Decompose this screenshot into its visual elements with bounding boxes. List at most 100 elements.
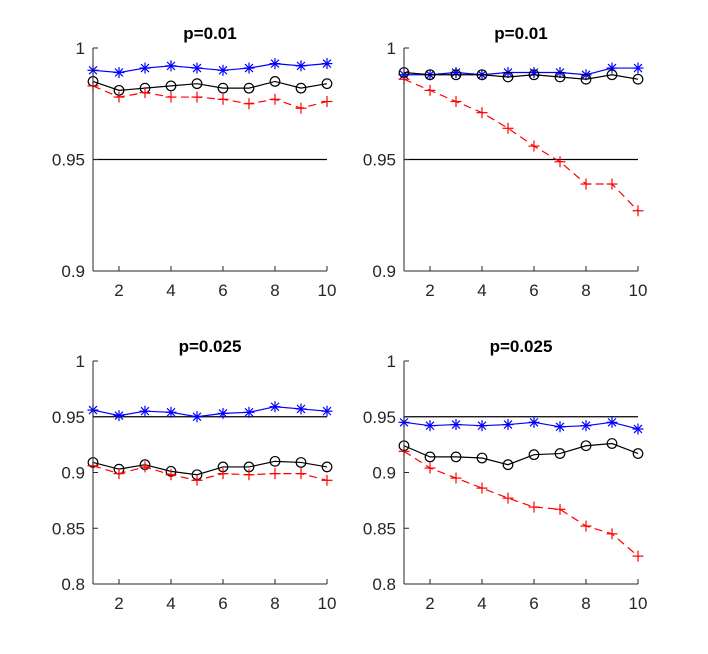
x-tick-label: 8 <box>270 281 279 300</box>
data-point-blue-asterisk <box>450 419 462 431</box>
data-point-blue-asterisk-d2 <box>140 63 150 73</box>
panel-1: 2 4 6 8 10 0.9 0.95 1 p=0.01 <box>52 24 337 300</box>
data-point-blue-asterisk <box>632 423 644 435</box>
data-point-blue-asterisk <box>217 407 229 419</box>
data-point-red-plus <box>217 93 229 105</box>
data-point-blue-asterisk <box>528 416 540 428</box>
x-tick-label: 2 <box>114 281 123 300</box>
x-tick-label: 10 <box>629 594 648 613</box>
data-point-black-circle <box>321 461 333 473</box>
x-tick-label: 8 <box>581 281 590 300</box>
data-point-black-circle <box>295 82 307 94</box>
data-point-red-plus <box>269 93 281 105</box>
data-point-black-circle <box>424 451 436 463</box>
panel-2: 2 4 6 8 10 0.9 0.95 1 p=0.01 <box>363 24 648 300</box>
data-point-blue-asterisk-d2 <box>244 63 254 73</box>
series-line-blue-asterisk <box>92 63 328 74</box>
data-point-blue-asterisk-d2 <box>166 61 176 71</box>
data-point-blue-asterisk-d2 <box>296 404 306 414</box>
series-line-black-circle <box>403 442 639 466</box>
data-point-blue-asterisk-d2 <box>503 420 513 429</box>
data-point-blue-asterisk <box>424 420 436 432</box>
data-point-black-circle <box>476 452 488 464</box>
x-tick-label: 6 <box>218 281 227 300</box>
data-point-red-plus <box>554 156 566 168</box>
series-line-black-circle <box>403 71 639 80</box>
data-point-blue-asterisk-d2 <box>633 63 643 73</box>
data-point-blue-asterisk-d2 <box>451 420 461 429</box>
data-point-red-plus <box>424 462 436 474</box>
data-point-red-plus <box>580 178 592 190</box>
y-tick-label: 0.9 <box>61 464 85 483</box>
data-point-blue-asterisk <box>191 411 203 423</box>
data-point-black-circle <box>165 80 177 92</box>
data-point-red-plus <box>139 87 151 99</box>
data-point-blue-asterisk <box>321 58 333 70</box>
x-tick-label: 10 <box>318 281 337 300</box>
data-point-blue-asterisk-d2 <box>218 65 228 75</box>
series-line-red-plus <box>403 78 639 212</box>
series-line-red-plus <box>92 85 328 109</box>
data-point-black-circle <box>476 69 488 81</box>
y-tick-label: 0.9 <box>372 262 396 281</box>
x-tick-label: 2 <box>425 594 434 613</box>
data-point-black-circle <box>580 73 592 85</box>
data-point-red-plus <box>632 550 644 562</box>
data-point-red-plus <box>476 482 488 494</box>
data-point-blue-asterisk-d2 <box>477 421 487 431</box>
data-point-red-plus <box>113 91 125 103</box>
y-tick-label: 0.95 <box>52 408 85 427</box>
data-point-red-plus <box>580 520 592 532</box>
data-point-black-circle <box>554 71 566 83</box>
y-tick-label: 1 <box>387 39 396 58</box>
data-point-blue-asterisk-d2 <box>529 417 539 427</box>
data-point-blue-asterisk <box>217 64 229 76</box>
y-tick-label: 0.85 <box>363 519 396 538</box>
data-point-black-circle <box>321 78 333 90</box>
data-point-blue-asterisk <box>139 62 151 74</box>
data-point-red-plus <box>191 474 203 486</box>
x-tick-label: 6 <box>218 594 227 613</box>
data-point-black-circle <box>554 448 566 459</box>
data-point-blue-asterisk-d2 <box>607 417 617 427</box>
data-point-blue-asterisk <box>321 405 333 417</box>
data-point-red-plus <box>554 503 566 515</box>
panel-title: p=0.01 <box>183 24 236 43</box>
data-point-red-plus <box>139 461 151 473</box>
data-point-blue-asterisk-d2 <box>192 412 202 422</box>
data-point-blue-asterisk <box>243 406 255 418</box>
data-point-black-circle <box>217 82 229 94</box>
data-point-blue-asterisk-d2 <box>581 421 591 431</box>
data-point-blue-asterisk-d2 <box>633 424 643 434</box>
data-point-blue-asterisk <box>606 416 618 428</box>
data-point-red-plus <box>476 107 488 119</box>
x-tick-label: 10 <box>318 594 337 613</box>
data-point-red-plus <box>165 91 177 103</box>
data-point-blue-asterisk <box>580 420 592 432</box>
data-point-blue-asterisk <box>165 406 177 418</box>
data-point-blue-asterisk-d2 <box>555 422 565 432</box>
x-tick-label: 8 <box>270 594 279 613</box>
data-point-blue-asterisk <box>165 60 177 72</box>
data-point-black-circle <box>606 438 618 449</box>
x-tick-label: 8 <box>581 594 590 613</box>
data-point-red-plus <box>528 501 540 513</box>
x-tick-label: 2 <box>114 594 123 613</box>
data-point-blue-asterisk-d2 <box>114 68 124 77</box>
data-point-black-circle <box>243 82 255 94</box>
panel-3: 2 4 6 8 10 0.8 0.85 0.9 0.95 1 p=0.025 <box>52 337 337 613</box>
data-point-blue-asterisk-d2 <box>192 63 202 73</box>
y-tick-label: 1 <box>387 352 396 371</box>
data-point-blue-asterisk-d2 <box>322 59 332 68</box>
data-point-black-circle <box>580 440 592 452</box>
data-point-blue-asterisk <box>269 58 281 70</box>
data-point-black-circle <box>528 69 540 81</box>
data-point-blue-asterisk <box>243 62 255 74</box>
series-line-blue-asterisk <box>92 406 328 418</box>
data-point-red-plus <box>243 469 255 481</box>
data-point-red-plus <box>450 472 462 484</box>
data-point-blue-asterisk <box>191 62 203 74</box>
x-tick-label: 4 <box>477 281 486 300</box>
data-point-red-plus <box>528 140 540 152</box>
